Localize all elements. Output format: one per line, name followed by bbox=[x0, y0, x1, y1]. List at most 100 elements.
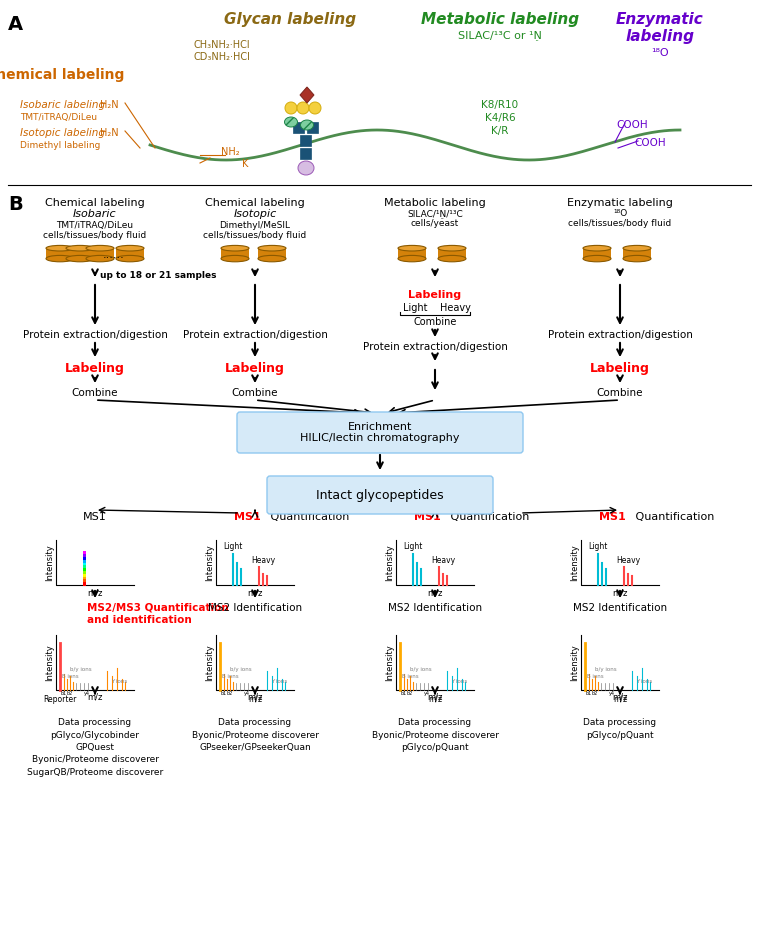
Ellipse shape bbox=[116, 255, 144, 262]
Ellipse shape bbox=[398, 246, 426, 251]
Text: Intensity: Intensity bbox=[205, 545, 214, 581]
Text: b1: b1 bbox=[401, 691, 407, 696]
Text: MS1: MS1 bbox=[234, 512, 260, 522]
Bar bbox=[83, 563, 87, 565]
Text: Labeling: Labeling bbox=[408, 290, 461, 300]
Bar bbox=[83, 560, 87, 563]
Ellipse shape bbox=[116, 246, 144, 251]
Text: m/z: m/z bbox=[613, 695, 627, 704]
Text: Intensity: Intensity bbox=[385, 545, 394, 581]
Text: Protein extraction/digestion: Protein extraction/digestion bbox=[547, 330, 692, 340]
Text: Data processing
pGlyco/Glycobinder
GPQuest
Byonic/Proteome discoverer
SugarQB/Pr: Data processing pGlyco/Glycobinder GPQue… bbox=[27, 718, 163, 777]
Text: TMT/iTRAQ/DiLeu: TMT/iTRAQ/DiLeu bbox=[20, 113, 97, 122]
Bar bbox=[300, 148, 311, 159]
Bar bbox=[83, 551, 87, 555]
Bar bbox=[293, 122, 304, 133]
Text: Dimethyl labeling: Dimethyl labeling bbox=[20, 141, 100, 150]
Text: m/z: m/z bbox=[87, 588, 102, 597]
Text: ......: ...... bbox=[103, 250, 125, 260]
Ellipse shape bbox=[285, 102, 297, 114]
Text: B ions: B ions bbox=[62, 674, 79, 679]
Ellipse shape bbox=[309, 102, 321, 114]
Text: b/y ions: b/y ions bbox=[230, 666, 252, 671]
Text: Intensity: Intensity bbox=[385, 645, 394, 681]
Text: m/z: m/z bbox=[87, 693, 102, 702]
Text: Intensity: Intensity bbox=[45, 545, 54, 581]
Text: Heavy: Heavy bbox=[250, 556, 275, 565]
Text: H₂N: H₂N bbox=[100, 100, 118, 110]
Text: TMT/iTRAQ/DiLeu
cells/tissues/body fluid: TMT/iTRAQ/DiLeu cells/tissues/body fluid bbox=[43, 221, 146, 241]
Text: Intact glycopeptides: Intact glycopeptides bbox=[317, 488, 444, 502]
Text: MS1: MS1 bbox=[599, 512, 625, 522]
Text: Intensity: Intensity bbox=[570, 645, 579, 681]
Text: Data processing
pGlyco/pQuant: Data processing pGlyco/pQuant bbox=[584, 718, 657, 740]
Text: Light: Light bbox=[588, 543, 608, 551]
Text: K/R: K/R bbox=[491, 126, 509, 136]
Bar bbox=[398, 248, 426, 259]
Ellipse shape bbox=[221, 255, 249, 262]
Text: Data processing
Byonic/Proteome discoverer
pGlyco/pQuant: Data processing Byonic/Proteome discover… bbox=[371, 718, 499, 752]
Text: b2: b2 bbox=[592, 691, 598, 696]
Bar bbox=[307, 122, 318, 133]
Text: m/z: m/z bbox=[427, 693, 442, 702]
Text: Y ions: Y ions bbox=[271, 679, 287, 684]
Text: Isobaric: Isobaric bbox=[73, 209, 117, 219]
Bar bbox=[300, 135, 311, 146]
Ellipse shape bbox=[285, 117, 298, 127]
Text: MS1: MS1 bbox=[83, 512, 107, 522]
Text: CH₃NH₂·HCl: CH₃NH₂·HCl bbox=[194, 40, 250, 50]
Bar bbox=[86, 248, 114, 259]
Text: b1: b1 bbox=[61, 691, 67, 696]
Text: m/z: m/z bbox=[613, 693, 628, 702]
Text: SILAC/¹ֵN/¹³C
cells/yeast: SILAC/¹ֵN/¹³C cells/yeast bbox=[407, 209, 463, 228]
Ellipse shape bbox=[301, 120, 313, 130]
Text: COOH: COOH bbox=[616, 120, 648, 130]
Ellipse shape bbox=[221, 246, 249, 251]
Bar bbox=[623, 248, 651, 259]
Text: Combine: Combine bbox=[414, 317, 457, 327]
Text: Heavy: Heavy bbox=[431, 556, 455, 565]
Ellipse shape bbox=[398, 255, 426, 262]
Text: b/y ions: b/y ions bbox=[410, 666, 432, 671]
Text: Reporter: Reporter bbox=[43, 695, 77, 704]
Text: CD₃NH₂·HCl: CD₃NH₂·HCl bbox=[194, 52, 250, 62]
Text: MS2/MS3 Quantification: MS2/MS3 Quantification bbox=[87, 603, 228, 613]
Ellipse shape bbox=[86, 255, 114, 262]
Text: Glycan labeling: Glycan labeling bbox=[224, 12, 356, 27]
Bar bbox=[83, 583, 87, 585]
Bar bbox=[83, 580, 87, 583]
Text: m/z: m/z bbox=[247, 693, 263, 702]
Ellipse shape bbox=[66, 246, 94, 251]
Text: B ions: B ions bbox=[222, 674, 238, 679]
Text: and identification: and identification bbox=[87, 615, 192, 625]
Text: Quantification: Quantification bbox=[632, 512, 714, 522]
Text: Protein extraction/digestion: Protein extraction/digestion bbox=[363, 342, 508, 352]
Bar bbox=[83, 574, 87, 577]
Text: b/y ions: b/y ions bbox=[70, 666, 92, 671]
Bar bbox=[83, 568, 87, 571]
Bar bbox=[116, 248, 144, 259]
Ellipse shape bbox=[258, 246, 286, 251]
Ellipse shape bbox=[258, 255, 286, 262]
Text: Dimethyl/MeSIL
cells/tissues/body fluid: Dimethyl/MeSIL cells/tissues/body fluid bbox=[203, 221, 307, 241]
Text: Enzymatic labeling: Enzymatic labeling bbox=[567, 198, 673, 208]
Text: Y ions: Y ions bbox=[635, 679, 652, 684]
Bar bbox=[83, 557, 87, 560]
Ellipse shape bbox=[66, 255, 94, 262]
Text: Light: Light bbox=[403, 303, 427, 313]
Text: Heavy: Heavy bbox=[439, 303, 471, 313]
Text: K8/R10: K8/R10 bbox=[481, 100, 518, 110]
Text: Combine: Combine bbox=[597, 388, 643, 398]
Ellipse shape bbox=[297, 102, 309, 114]
Text: y4: y4 bbox=[609, 691, 616, 696]
Text: y4: y4 bbox=[424, 691, 430, 696]
Text: Heavy: Heavy bbox=[616, 556, 640, 565]
Text: Y ions: Y ions bbox=[111, 679, 127, 684]
Text: Metabolic labeling: Metabolic labeling bbox=[384, 198, 486, 208]
Text: Enzymatic
labeling: Enzymatic labeling bbox=[616, 12, 704, 45]
Bar bbox=[221, 248, 249, 259]
Ellipse shape bbox=[623, 246, 651, 251]
Text: Intensity: Intensity bbox=[205, 645, 214, 681]
Bar bbox=[83, 554, 87, 557]
Ellipse shape bbox=[583, 246, 611, 251]
